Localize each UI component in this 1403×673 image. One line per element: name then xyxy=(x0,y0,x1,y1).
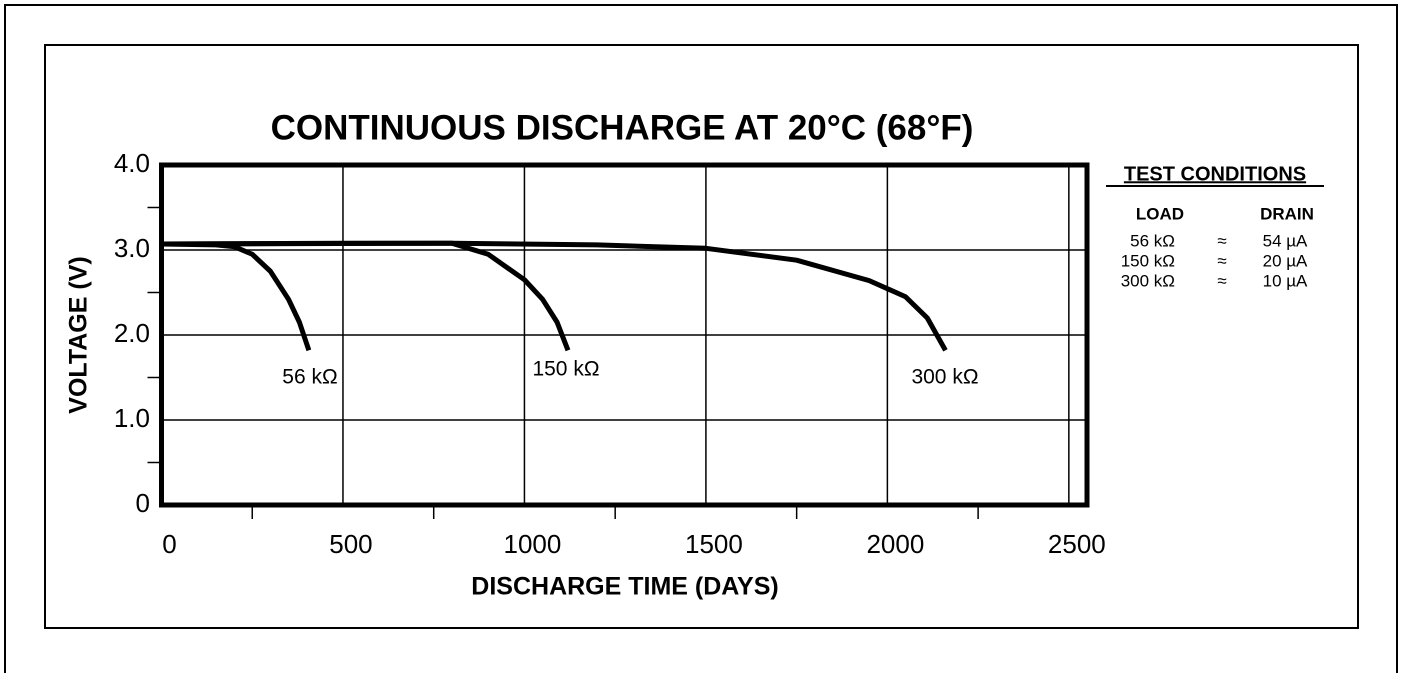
y-tick-label: 3.0 xyxy=(114,233,150,263)
outer-frame xyxy=(4,4,1398,673)
table-cell: ≈ xyxy=(1217,231,1226,250)
y-tick-label: 2.0 xyxy=(114,318,150,348)
x-tick-label: 2500 xyxy=(1048,529,1106,559)
plot-frame xyxy=(159,162,1090,508)
x-axis-label: DISCHARGE TIME (DAYS) xyxy=(471,573,778,601)
line-series xyxy=(161,240,948,352)
table-cell: 150 kΩ xyxy=(1121,251,1175,270)
table-cell: ≈ xyxy=(1217,271,1226,290)
chart-title: CONTINUOUS DISCHARGE AT 20°C (68°F) xyxy=(271,108,974,147)
series-label: 300 kΩ xyxy=(911,366,978,389)
table-cell: 54 µA xyxy=(1263,231,1308,250)
x-tick-label: 1000 xyxy=(504,529,562,559)
x-tick-label: 500 xyxy=(329,529,372,559)
x-tick-label: 2000 xyxy=(866,529,924,559)
table-cell: 300 kΩ xyxy=(1121,271,1175,290)
table-cell: 10 µA xyxy=(1263,271,1308,290)
inner-frame xyxy=(44,44,1359,629)
table-cell: ≈ xyxy=(1217,251,1226,270)
line-series xyxy=(161,240,571,352)
test-conditions-title: TEST CONDITIONS xyxy=(1124,163,1306,185)
y-tick-label: 0 xyxy=(136,488,150,518)
x-tick-label: 1500 xyxy=(685,529,743,559)
y-axis-label: VOLTAGE (V) xyxy=(65,256,93,413)
x-tick-label: 0 xyxy=(162,529,176,559)
series-label: 56 kΩ xyxy=(282,366,337,389)
table-cell: 56 kΩ xyxy=(1130,231,1175,250)
y-tick-label: 1.0 xyxy=(114,403,150,433)
column-header: DRAIN xyxy=(1260,204,1314,223)
table-cell: 20 µA xyxy=(1263,251,1308,270)
y-tick-label: 4.0 xyxy=(114,148,150,178)
column-header: LOAD xyxy=(1136,204,1184,223)
series-label: 150 kΩ xyxy=(532,358,599,381)
